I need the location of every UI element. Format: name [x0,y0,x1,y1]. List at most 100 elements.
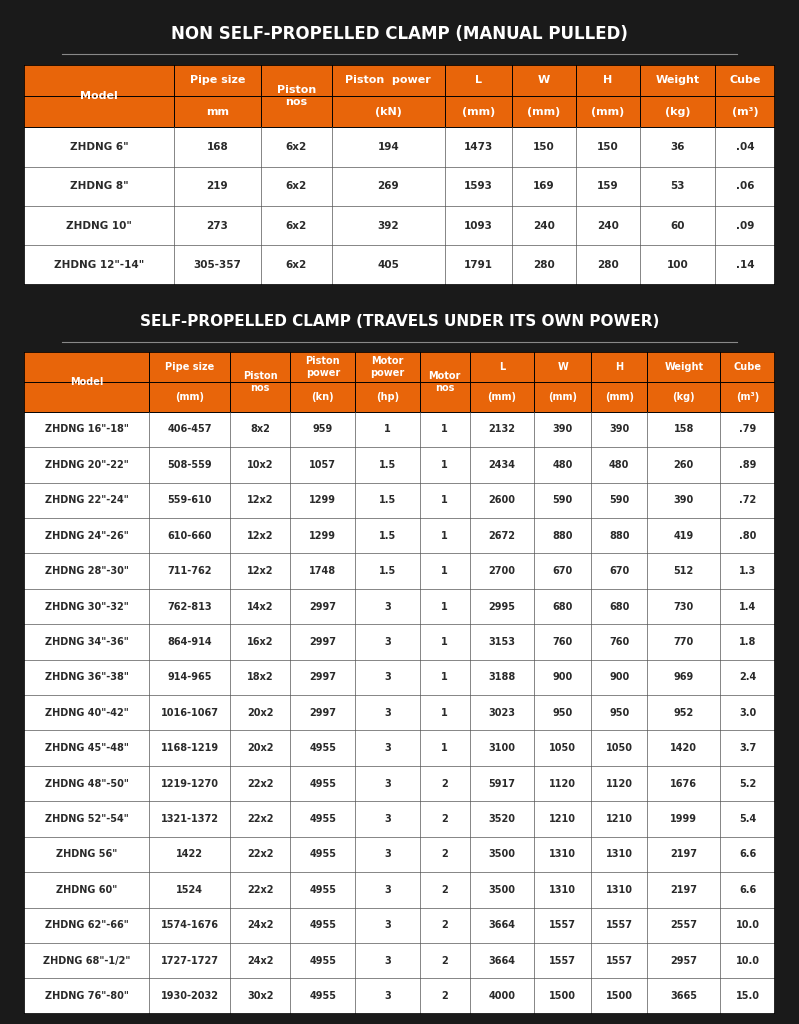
Text: 480: 480 [552,460,573,470]
Text: 1: 1 [441,566,448,577]
Text: 1093: 1093 [464,220,493,230]
Text: 1500: 1500 [549,991,576,1001]
Text: 219: 219 [207,181,229,191]
Text: 1299: 1299 [309,496,336,505]
Bar [24,482,775,518]
Text: 2197: 2197 [670,885,698,895]
Text: 3: 3 [384,955,391,966]
Text: 6x2: 6x2 [285,142,307,152]
Text: 2995: 2995 [488,601,515,611]
Text: 512: 512 [674,566,694,577]
Text: .09: .09 [736,220,754,230]
Text: 1310: 1310 [549,885,576,895]
Text: 2700: 2700 [488,566,515,577]
Text: 1676: 1676 [670,778,698,788]
Text: ZHDNG 34"-36": ZHDNG 34"-36" [45,637,129,647]
Text: 22x2: 22x2 [247,778,273,788]
Text: 914-965: 914-965 [167,673,212,682]
Text: 670: 670 [609,566,630,577]
Text: 392: 392 [377,220,399,230]
Text: 1.4: 1.4 [739,601,756,611]
Text: 900: 900 [609,673,630,682]
Text: .89: .89 [739,460,757,470]
Text: 1050: 1050 [549,743,576,754]
Text: Model: Model [70,377,103,387]
Bar [24,978,775,1014]
Text: 20x2: 20x2 [247,708,273,718]
Text: 950: 950 [609,708,630,718]
Text: 680: 680 [609,601,630,611]
Text: .14: .14 [736,260,754,270]
Text: 952: 952 [674,708,694,718]
Text: W: W [538,75,551,85]
Bar [24,766,775,802]
Text: 762-813: 762-813 [167,601,212,611]
Bar [24,907,775,943]
Text: 3: 3 [384,814,391,824]
Text: 1420: 1420 [670,743,698,754]
Text: 3023: 3023 [488,708,515,718]
Text: 3: 3 [384,708,391,718]
Text: 1.5: 1.5 [379,496,396,505]
Text: 2600: 2600 [488,496,515,505]
Text: ZHDNG 24"-26": ZHDNG 24"-26" [45,530,129,541]
Text: ZHDNG 22"-24": ZHDNG 22"-24" [45,496,129,505]
Bar [24,589,775,625]
Text: 1: 1 [441,637,448,647]
Text: 1791: 1791 [464,260,493,270]
Text: 390: 390 [609,425,630,434]
Text: ZHDNG 16"-18": ZHDNG 16"-18" [45,425,129,434]
Bar [24,127,775,167]
Text: 390: 390 [552,425,573,434]
Text: ZHDNG 20"-22": ZHDNG 20"-22" [45,460,129,470]
Bar [24,730,775,766]
Text: 150: 150 [597,142,618,152]
Text: 3: 3 [384,637,391,647]
Text: 1310: 1310 [606,850,633,859]
Text: 2: 2 [441,814,448,824]
Text: 1: 1 [384,425,391,434]
Text: 5917: 5917 [488,778,515,788]
Text: 1500: 1500 [606,991,633,1001]
Text: (kn): (kn) [312,392,334,401]
Text: 1210: 1210 [606,814,633,824]
Text: 305-357: 305-357 [193,260,241,270]
Text: 4955: 4955 [309,778,336,788]
Text: L: L [499,362,505,372]
Text: Cube: Cube [729,75,761,85]
Text: Piston
power: Piston power [305,356,340,378]
Text: 1: 1 [441,743,448,754]
Text: 1999: 1999 [670,814,698,824]
Text: 3: 3 [384,778,391,788]
Text: 950: 950 [552,708,573,718]
Bar [24,625,775,659]
Text: 1: 1 [441,673,448,682]
Text: 5.4: 5.4 [739,814,756,824]
Text: mm: mm [206,106,229,117]
Text: H: H [615,362,623,372]
Text: 969: 969 [674,673,694,682]
Text: 10x2: 10x2 [247,460,273,470]
Text: 150: 150 [533,142,555,152]
Bar [24,65,775,127]
Text: 2.4: 2.4 [739,673,756,682]
Text: 3500: 3500 [488,885,515,895]
Text: 3100: 3100 [488,743,515,754]
Text: 670: 670 [552,566,573,577]
Text: (kg): (kg) [665,106,690,117]
Text: 390: 390 [674,496,694,505]
Text: 280: 280 [597,260,618,270]
Text: 610-660: 610-660 [167,530,212,541]
Bar [24,167,775,206]
Bar [24,659,775,695]
Bar [24,518,775,553]
Text: 1.3: 1.3 [739,566,756,577]
Text: 1310: 1310 [606,885,633,895]
Bar [24,206,775,246]
Text: 2197: 2197 [670,850,698,859]
Text: 406-457: 406-457 [167,425,212,434]
Text: 3665: 3665 [670,991,698,1001]
Text: (m³): (m³) [732,106,758,117]
Text: ZHDNG 56": ZHDNG 56" [56,850,117,859]
Text: 280: 280 [533,260,555,270]
